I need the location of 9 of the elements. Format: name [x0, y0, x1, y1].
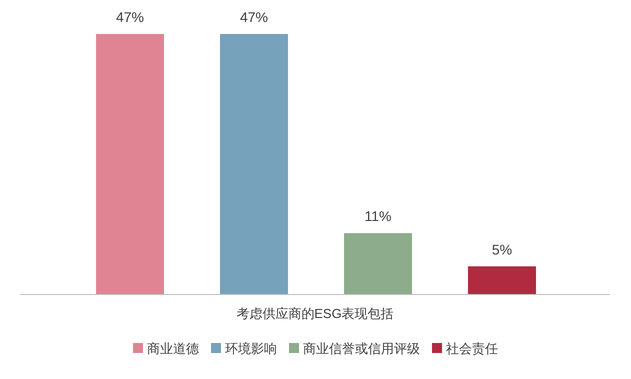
x-tick-label: 商业信誉或信用评级: [303, 341, 420, 356]
x-tick-label: 社会责任: [446, 341, 498, 356]
data-label: 5%: [492, 241, 512, 258]
data-label: 11%: [364, 208, 392, 224]
x-axis-title: 考虑供应商的ESG表现包括: [236, 306, 394, 321]
x-tick-label: 环境影响: [225, 341, 277, 356]
data-label: 47%: [116, 9, 144, 25]
data-label: 47%: [240, 9, 268, 25]
x-tick-label: 商业道德: [147, 341, 199, 356]
